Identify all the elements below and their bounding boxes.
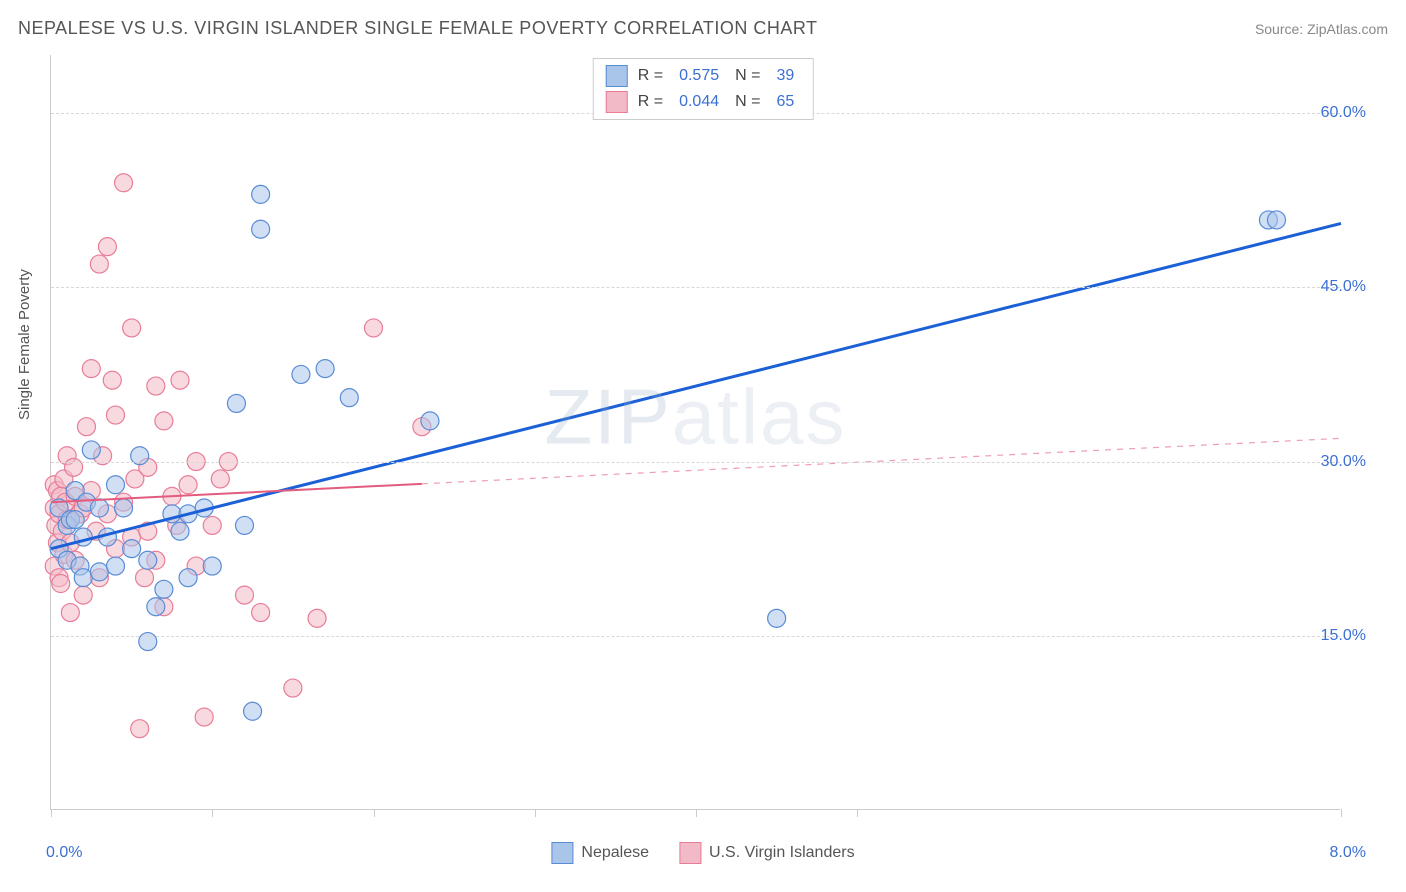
- x-tick-label-min: 0.0%: [46, 844, 82, 862]
- scatter-point: [77, 418, 95, 436]
- scatter-point: [82, 360, 100, 378]
- scatter-point: [103, 371, 121, 389]
- scatter-point: [90, 499, 108, 517]
- scatter-point: [203, 516, 221, 534]
- scatter-point: [252, 604, 270, 622]
- stats-row-usvi: R = 0.044 N = 65: [606, 89, 801, 115]
- scatter-point: [340, 389, 358, 407]
- scatter-point: [768, 609, 786, 627]
- grid-line: [51, 636, 1340, 637]
- stats-row-nepalese: R = 0.575 N = 39: [606, 63, 801, 89]
- scatter-point: [82, 441, 100, 459]
- scatter-point: [139, 551, 157, 569]
- x-tick: [1341, 809, 1342, 817]
- scatter-point: [236, 516, 254, 534]
- scatter-point: [211, 470, 229, 488]
- scatter-point: [421, 412, 439, 430]
- y-tick-label: 15.0%: [1321, 627, 1366, 645]
- scatter-point: [203, 557, 221, 575]
- n-label: N =: [735, 67, 760, 85]
- scatter-point: [155, 412, 173, 430]
- scatter-point: [179, 569, 197, 587]
- scatter-point: [90, 563, 108, 581]
- x-tick: [857, 809, 858, 817]
- legend-label-usvi: U.S. Virgin Islanders: [709, 844, 855, 862]
- x-tick: [51, 809, 52, 817]
- chart-svg: [51, 55, 1340, 809]
- trend-line-solid: [51, 223, 1341, 548]
- scatter-point: [115, 499, 133, 517]
- scatter-point: [227, 394, 245, 412]
- legend-swatch-usvi: [679, 842, 701, 864]
- scatter-point: [155, 580, 173, 598]
- x-tick: [212, 809, 213, 817]
- scatter-point: [316, 360, 334, 378]
- scatter-point: [107, 557, 125, 575]
- scatter-point: [147, 377, 165, 395]
- r-value-usvi: 0.044: [679, 93, 719, 111]
- r-label: R =: [638, 67, 663, 85]
- r-label: R =: [638, 93, 663, 111]
- scatter-point: [252, 185, 270, 203]
- scatter-point: [74, 586, 92, 604]
- scatter-point: [123, 319, 141, 337]
- legend-item-usvi: U.S. Virgin Islanders: [679, 842, 855, 864]
- swatch-usvi: [606, 91, 628, 113]
- swatch-nepalese: [606, 65, 628, 87]
- scatter-point: [179, 476, 197, 494]
- scatter-point: [292, 365, 310, 383]
- scatter-point: [236, 586, 254, 604]
- scatter-point: [284, 679, 302, 697]
- scatter-point: [107, 476, 125, 494]
- x-tick: [374, 809, 375, 817]
- x-tick-label-max: 8.0%: [1330, 844, 1366, 862]
- chart-plot-area: ZIPatlas: [50, 55, 1340, 810]
- y-tick-label: 60.0%: [1321, 104, 1366, 122]
- legend-swatch-nepalese: [551, 842, 573, 864]
- scatter-point: [107, 406, 125, 424]
- scatter-point: [123, 540, 141, 558]
- scatter-point: [61, 604, 79, 622]
- legend-label-nepalese: Nepalese: [581, 844, 649, 862]
- scatter-point: [147, 598, 165, 616]
- y-tick-label: 30.0%: [1321, 453, 1366, 471]
- x-tick: [696, 809, 697, 817]
- scatter-point: [52, 575, 70, 593]
- scatter-point: [136, 569, 154, 587]
- scatter-point: [90, 255, 108, 273]
- x-tick: [535, 809, 536, 817]
- scatter-point: [98, 238, 116, 256]
- grid-line: [51, 462, 1340, 463]
- scatter-point: [252, 220, 270, 238]
- scatter-point: [115, 174, 133, 192]
- r-value-nepalese: 0.575: [679, 67, 719, 85]
- scatter-point: [1268, 211, 1286, 229]
- scatter-point: [308, 609, 326, 627]
- y-axis-label: Single Female Poverty: [16, 269, 33, 420]
- y-tick-label: 45.0%: [1321, 278, 1366, 296]
- n-value-usvi: 65: [776, 93, 794, 111]
- stats-legend-box: R = 0.575 N = 39 R = 0.044 N = 65: [593, 58, 814, 120]
- scatter-point: [365, 319, 383, 337]
- scatter-point: [195, 708, 213, 726]
- n-label: N =: [735, 93, 760, 111]
- scatter-point: [131, 720, 149, 738]
- source-label: Source: ZipAtlas.com: [1255, 21, 1388, 37]
- scatter-point: [66, 511, 84, 529]
- scatter-point: [171, 371, 189, 389]
- bottom-legend: Nepalese U.S. Virgin Islanders: [551, 842, 854, 864]
- legend-item-nepalese: Nepalese: [551, 842, 649, 864]
- scatter-point: [244, 702, 262, 720]
- scatter-point: [171, 522, 189, 540]
- grid-line: [51, 287, 1340, 288]
- scatter-point: [74, 569, 92, 587]
- chart-title: NEPALESE VS U.S. VIRGIN ISLANDER SINGLE …: [18, 18, 818, 39]
- n-value-nepalese: 39: [776, 67, 794, 85]
